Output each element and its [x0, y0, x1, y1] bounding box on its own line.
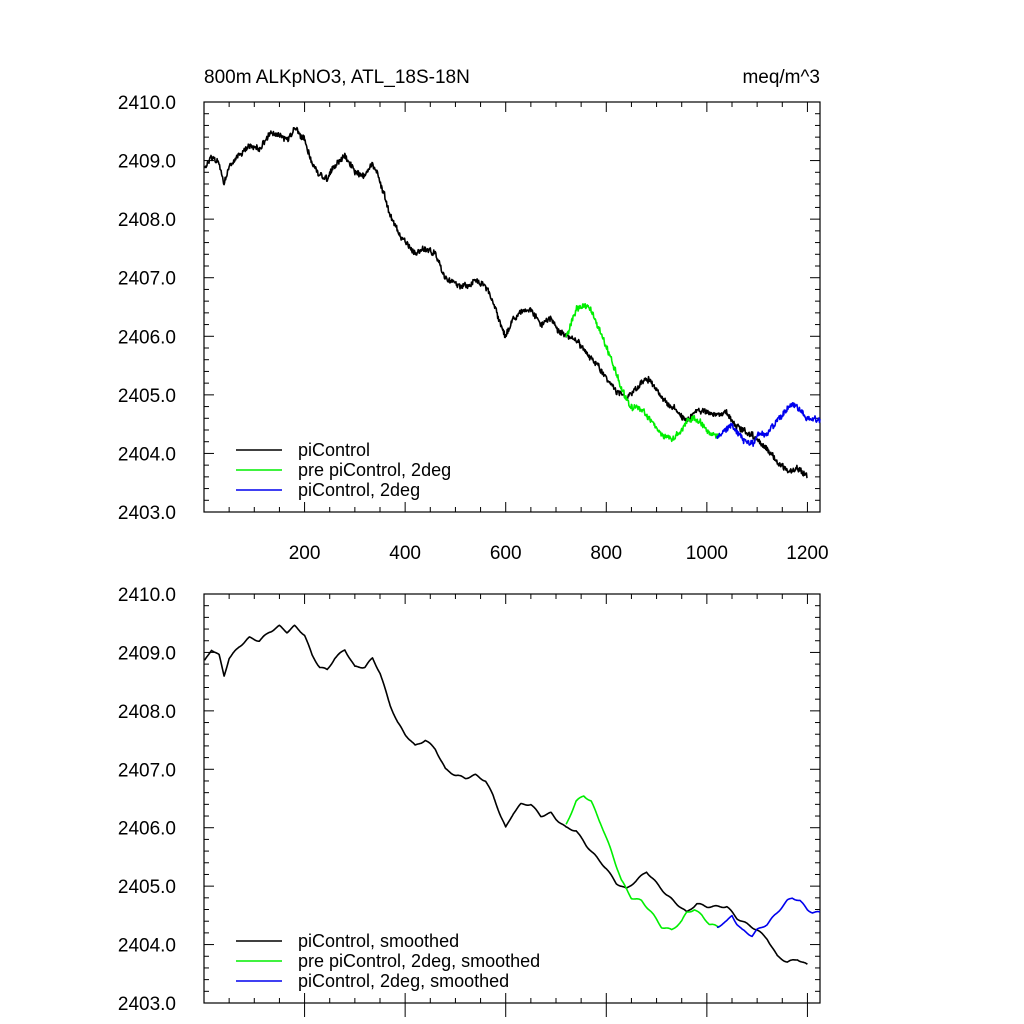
y-tick-label: 2408.0 — [118, 210, 176, 231]
y-tick-label: 2405.0 — [118, 386, 176, 407]
y-tick-label: 2409.0 — [118, 643, 176, 664]
legend-label: piControl — [298, 440, 370, 460]
x-tick-label: 1000 — [686, 543, 728, 564]
series-line-2 — [565, 303, 721, 443]
plot-frame — [203, 101, 821, 513]
plot-frame — [203, 593, 821, 1004]
y-tick-label: 2407.0 — [118, 269, 176, 290]
y-tick-label: 2407.0 — [118, 760, 176, 781]
x-tick-label: 600 — [490, 543, 522, 564]
legend-label: piControl, 2deg — [298, 480, 420, 500]
legend-label: pre piControl, 2deg — [298, 460, 451, 480]
y-tick-label: 2406.0 — [118, 327, 176, 348]
x-tick-label: 800 — [590, 543, 622, 564]
y-tick-label: 2403.0 — [118, 994, 176, 1015]
unit-label: meq/m^3 — [742, 67, 820, 88]
series-line-3 — [716, 897, 821, 938]
y-tick-label: 2405.0 — [118, 877, 176, 898]
y-tick-label: 2410.0 — [118, 93, 176, 114]
x-tick-label: 200 — [289, 543, 321, 564]
y-tick-label: 2408.0 — [118, 702, 176, 723]
bottom-panel: 2410.0 2409.0 2408.0 2407.0 2406.0 2405.0 2404… — [118, 585, 821, 1017]
y-tick-label: 2406.0 — [118, 819, 176, 840]
y-tick-label: 2409.0 — [118, 152, 176, 173]
legend-label: piControl, smoothed — [298, 931, 459, 951]
series-line-2 — [565, 795, 720, 931]
y-tick-label: 2403.0 — [118, 503, 176, 524]
legend-label: piControl, 2deg, smoothed — [298, 971, 509, 991]
chart-title: 800m ALKpNO3, ATL_18S-18N — [204, 67, 470, 88]
series-line-1 — [204, 126, 808, 479]
y-tick-label: 2404.0 — [118, 936, 176, 957]
legend-label: pre piControl, 2deg, smoothed — [298, 951, 540, 971]
x-tick-label: 1200 — [786, 543, 828, 564]
series-line-1 — [203, 624, 808, 965]
y-tick-label: 2410.0 — [118, 585, 176, 606]
series-line-3 — [716, 402, 821, 447]
y-tick-label: 2404.0 — [118, 444, 176, 465]
x-tick-label: 400 — [389, 543, 421, 564]
top-panel: 2410.0 2409.0 2408.0 2407.0 2406.0 2405.0 2404… — [118, 93, 829, 564]
